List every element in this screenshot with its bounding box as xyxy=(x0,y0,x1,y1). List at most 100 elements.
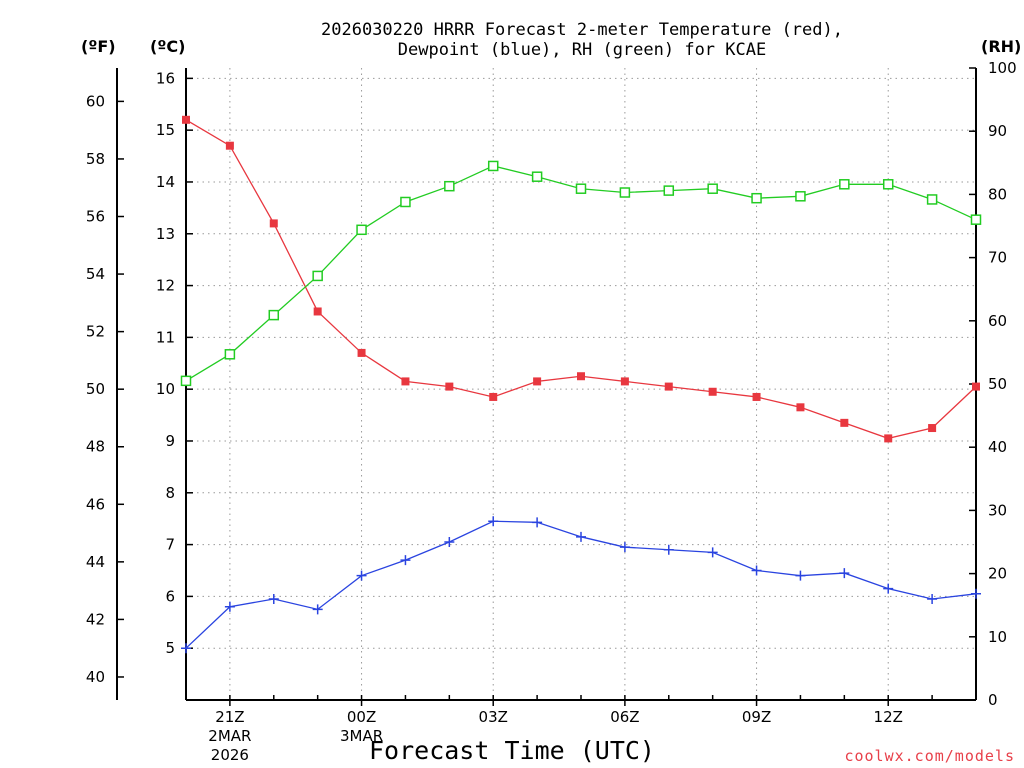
x-tick-label: 21Z xyxy=(215,708,244,726)
dewpoint-point xyxy=(576,531,586,542)
temperature-point xyxy=(489,392,498,401)
fahrenheit-tick-label: 54 xyxy=(86,265,105,283)
chart-title-line2: Dewpoint (blue), RH (green) for KCAE xyxy=(398,40,766,60)
fahrenheit-tick-label: 42 xyxy=(86,610,105,628)
fahrenheit-tick-label: 46 xyxy=(86,495,105,513)
chart-title-line1: 2026030220 HRRR Forecast 2-meter Tempera… xyxy=(321,20,843,40)
dewpoint-point xyxy=(795,570,806,581)
temperature-point xyxy=(182,115,190,124)
celsius-tick-label: 12 xyxy=(156,277,175,295)
dewpoint-point xyxy=(971,588,981,599)
temperature-point xyxy=(357,348,366,357)
fahrenheit-unit-label: (ºF) xyxy=(81,37,116,56)
dewpoint-point xyxy=(839,568,850,579)
rh-tick-label: 100 xyxy=(988,59,1017,77)
dewpoint-point xyxy=(181,643,191,654)
fahrenheit-tick-label: 50 xyxy=(86,380,105,398)
dewpoint-point xyxy=(883,583,894,594)
fahrenheit-tick-label: 52 xyxy=(86,323,105,341)
fahrenheit-tick-label: 56 xyxy=(86,208,105,226)
rh-tick-label: 50 xyxy=(988,375,1007,393)
rh-series-line xyxy=(185,165,977,382)
dewpoint-point xyxy=(532,517,543,528)
fahrenheit-tick-label: 44 xyxy=(86,553,105,571)
rh-point xyxy=(356,224,367,236)
rh-point xyxy=(839,179,850,190)
dewpoint-point xyxy=(356,570,367,581)
temperature-point xyxy=(840,418,849,427)
celsius-tick-label: 9 xyxy=(165,432,175,450)
rh-point xyxy=(575,183,587,194)
rh-point xyxy=(224,349,236,360)
rh-tick-label: 30 xyxy=(988,501,1007,519)
dewpoint-point xyxy=(312,604,323,615)
temperature-point xyxy=(533,377,542,386)
celsius-tick-label: 8 xyxy=(165,484,175,502)
temperature-point xyxy=(928,424,937,433)
x-tick-label: 00Z xyxy=(347,708,376,726)
temperature-point xyxy=(664,382,673,391)
dewpoint-point xyxy=(224,601,235,612)
temperature-point xyxy=(708,387,717,396)
celsius-tick-label: 11 xyxy=(156,328,175,346)
celsius-tick-label: 14 xyxy=(156,173,175,191)
x-tick-label: 3MAR xyxy=(340,727,383,745)
rh-tick-label: 20 xyxy=(988,565,1007,583)
rh-tick-label: 60 xyxy=(988,312,1007,330)
x-tick-label: 09Z xyxy=(742,708,771,726)
dewpoint-point xyxy=(927,593,938,604)
celsius-tick-label: 13 xyxy=(156,225,175,243)
temperature-point xyxy=(972,382,980,391)
dewpoint-point xyxy=(663,544,674,555)
temperature-point xyxy=(401,377,410,386)
rh-point xyxy=(531,171,543,182)
rh-point xyxy=(444,180,455,192)
celsius-tick-label: 15 xyxy=(156,121,175,139)
rh-point xyxy=(487,160,499,172)
celsius-tick-label: 5 xyxy=(165,639,175,657)
rh-tick-label: 40 xyxy=(988,438,1007,456)
celsius-tick-label: 16 xyxy=(156,69,175,87)
rh-point xyxy=(707,183,718,194)
rh-point xyxy=(882,179,894,190)
rh-tick-label: 0 xyxy=(988,691,998,709)
rh-point xyxy=(619,187,631,198)
temperature-point xyxy=(225,141,234,150)
fahrenheit-tick-label: 48 xyxy=(86,438,105,456)
rh-tick-label: 90 xyxy=(988,122,1007,140)
rh-point xyxy=(795,191,806,202)
dewpoint-point xyxy=(268,593,279,604)
rh-tick-label: 10 xyxy=(988,628,1007,646)
rh-tick-label: 70 xyxy=(988,249,1007,267)
rh-point xyxy=(926,194,938,205)
dewpoint-point xyxy=(488,516,499,527)
rh-unit-label: (RH) xyxy=(981,37,1021,56)
dewpoint-point xyxy=(444,537,455,547)
celsius-unit-label: (ºC) xyxy=(150,37,185,56)
x-tick-label: 06Z xyxy=(610,708,639,726)
dewpoint-point xyxy=(707,547,718,558)
x-tick-label: 03Z xyxy=(479,708,508,726)
fahrenheit-tick-label: 58 xyxy=(86,150,105,168)
temperature-point xyxy=(620,377,629,386)
rh-point xyxy=(970,214,982,225)
temperature-point xyxy=(796,403,805,412)
celsius-tick-label: 10 xyxy=(156,380,175,398)
fahrenheit-tick-label: 60 xyxy=(86,92,105,110)
x-tick-label: 12Z xyxy=(874,708,903,726)
rh-point xyxy=(312,270,323,282)
dewpoint-point xyxy=(751,565,762,576)
rh-point xyxy=(663,185,675,196)
fahrenheit-tick-label: 40 xyxy=(86,668,105,686)
rh-point xyxy=(268,309,280,321)
temperature-series-line xyxy=(185,119,977,440)
rh-tick-label: 80 xyxy=(988,185,1007,203)
dewpoint-point xyxy=(400,555,411,566)
x-tick-label: 2MAR xyxy=(208,727,251,745)
rh-point xyxy=(751,192,762,204)
rh-point xyxy=(400,196,411,208)
celsius-tick-label: 7 xyxy=(165,536,175,554)
temperature-point xyxy=(269,219,278,228)
temperature-point xyxy=(577,372,585,381)
